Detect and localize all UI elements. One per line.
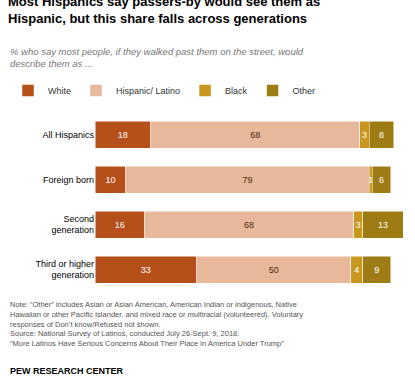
svg-text:8: 8 — [379, 130, 384, 140]
svg-text:Third or highergeneration: Third or highergeneration — [35, 259, 94, 281]
svg-text:68: 68 — [250, 130, 260, 140]
svg-text:79: 79 — [242, 175, 252, 185]
svg-text:White: White — [48, 86, 71, 96]
svg-text:10: 10 — [105, 175, 115, 185]
svg-text:All Hispanics: All Hispanics — [42, 130, 94, 140]
svg-text:Black: Black — [225, 86, 248, 96]
svg-text:% who say most people, if they: % who say most people, if they walked pa… — [10, 46, 304, 69]
svg-text:Foreign born: Foreign born — [43, 175, 94, 185]
svg-text:33: 33 — [141, 265, 151, 275]
svg-text:4: 4 — [354, 265, 359, 275]
svg-text:Other: Other — [293, 86, 316, 96]
svg-text:Most Hispanics say passers-by: Most Hispanics say passers-by would see … — [8, 0, 320, 26]
svg-text:9: 9 — [374, 265, 379, 275]
svg-text:13: 13 — [378, 220, 388, 230]
svg-text:Hispanic/ Latino: Hispanic/ Latino — [116, 86, 180, 96]
svg-text:16: 16 — [115, 220, 125, 230]
svg-text:6: 6 — [379, 175, 384, 185]
svg-text:PEW RESEARCH CENTER: PEW RESEARCH CENTER — [10, 366, 124, 376]
svg-text:18: 18 — [118, 130, 128, 140]
svg-text:Note: “Other” includes Asian o: Note: “Other” includes Asian or Asian Am… — [10, 300, 303, 348]
svg-text:3: 3 — [356, 220, 361, 230]
svg-text:68: 68 — [244, 220, 254, 230]
svg-text:Secondgeneration: Secondgeneration — [51, 214, 94, 236]
svg-text:1: 1 — [368, 175, 373, 185]
svg-text:50: 50 — [269, 265, 279, 275]
svg-text:3: 3 — [362, 130, 367, 140]
